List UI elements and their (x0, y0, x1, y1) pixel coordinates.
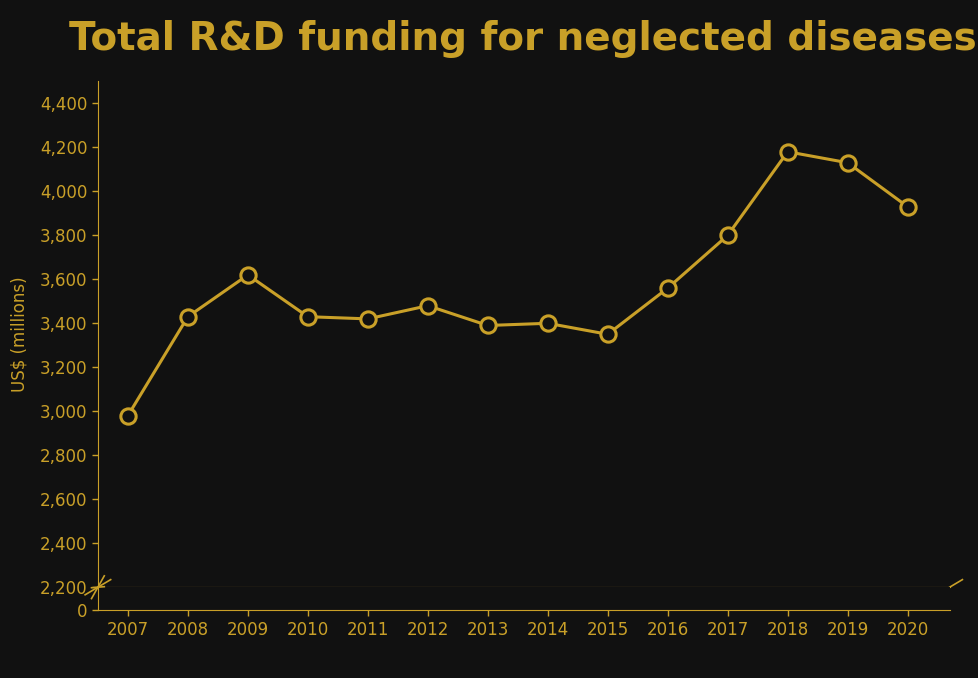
Text: Total R&D funding for neglected diseases, 2007-2020: Total R&D funding for neglected diseases… (68, 20, 978, 58)
Y-axis label: US$ (millions): US$ (millions) (11, 277, 28, 392)
